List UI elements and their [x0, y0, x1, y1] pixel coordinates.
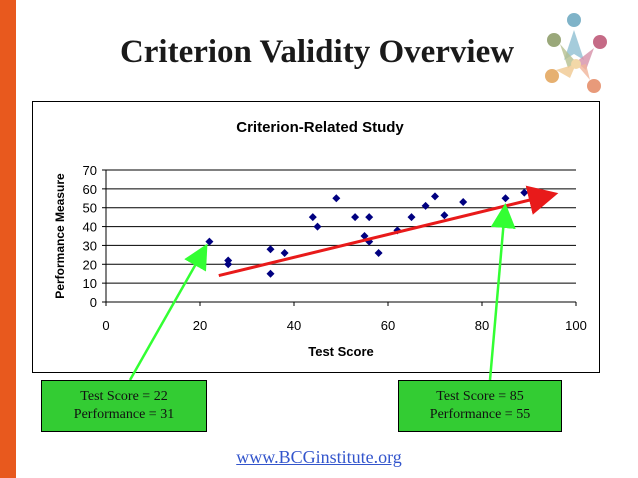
data-point [266, 269, 275, 278]
data-point [308, 213, 317, 222]
data-point [501, 194, 510, 203]
y-tick-label: 30 [83, 238, 97, 253]
x-tick-label: 80 [475, 318, 489, 333]
y-tick-label: 50 [83, 201, 97, 216]
axes [102, 169, 577, 306]
data-point [360, 232, 369, 240]
callout-left: Test Score = 22 Performance = 31 [41, 380, 207, 432]
x-axis-title: Test Score [308, 344, 374, 359]
accent-bar [0, 0, 16, 478]
data-point [280, 248, 289, 257]
logo-figure-head [545, 69, 559, 83]
data-point [224, 260, 233, 269]
data-point [431, 192, 439, 201]
y-axis-title: Performance Measure [53, 173, 67, 299]
x-tick-label: 40 [287, 318, 301, 333]
x-tick-labels: 0 20 40 60 80 100 [102, 318, 586, 333]
x-tick-label: 20 [193, 318, 207, 333]
data-point [205, 237, 214, 246]
footer-link[interactable]: www.BCGinstitute.org [236, 447, 402, 467]
y-tick-labels: 0 10 20 30 40 50 60 70 [83, 163, 97, 310]
y-tick-label: 10 [83, 276, 97, 291]
y-tick-label: 40 [83, 220, 97, 235]
trend-arrow [218, 185, 559, 278]
data-point [351, 213, 360, 222]
y-tick-label: 20 [83, 257, 97, 272]
callout-left-line2: Performance = 31 [73, 407, 175, 422]
data-point [266, 245, 275, 254]
data-point [365, 213, 374, 222]
scatter-chart: Criterion-Related Study 010203040506070 … [53, 119, 587, 359]
callout-left-line1: Test Score = 22 [80, 389, 168, 404]
x-tick-label: 100 [565, 318, 587, 333]
logo-icon [545, 13, 607, 93]
grid-lines [106, 169, 576, 284]
chart-frame: Criterion-Related Study 0 10 20 30 40 50 60 70 … [32, 101, 600, 373]
x-tick-label: 60 [381, 318, 395, 333]
callout-right-line2: Performance = 55 [429, 407, 531, 422]
data-point [421, 201, 430, 210]
data-point [374, 248, 383, 257]
chart-title: Criterion-Related Study [236, 119, 404, 136]
data-point [459, 198, 468, 207]
callout-right: Test Score = 85 Performance = 55 [398, 380, 562, 432]
logo-figure-head [547, 33, 561, 47]
data-point [440, 211, 449, 220]
y-tick-label: 60 [83, 182, 97, 197]
y-tick-label: 0 [90, 295, 97, 310]
y-tick-label: 70 [83, 163, 97, 178]
logo-figure-head [587, 79, 601, 93]
data-point [520, 188, 529, 197]
trend-line [218, 185, 559, 278]
logo-figure-head [593, 35, 607, 49]
data-point [313, 222, 322, 231]
x-tick-label: 0 [102, 318, 109, 333]
data-point [332, 194, 341, 203]
callout-right-line1: Test Score = 85 [436, 389, 524, 404]
logo-figure-head [567, 13, 581, 27]
data-point [407, 213, 416, 222]
slide-title: Criterion Validity Overview [119, 34, 515, 70]
